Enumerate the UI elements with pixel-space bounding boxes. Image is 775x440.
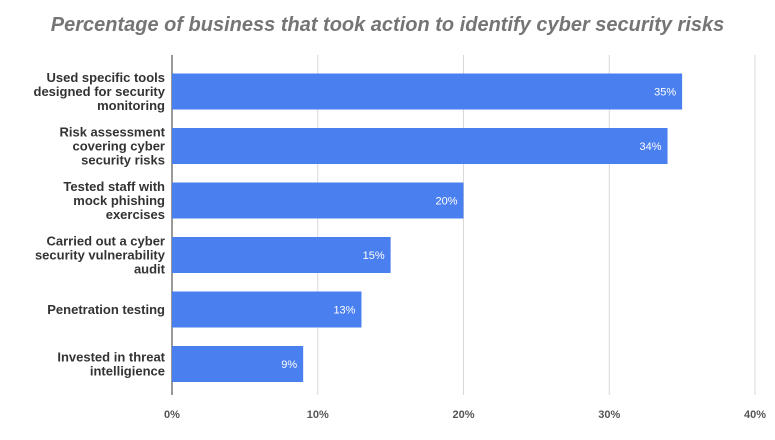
- x-tick-label: 30%: [598, 409, 620, 421]
- x-tick-label: 40%: [744, 409, 766, 421]
- data-label: 35%: [654, 87, 676, 99]
- data-label: 13%: [333, 305, 355, 317]
- data-label: 9%: [281, 359, 297, 371]
- data-label: 15%: [363, 250, 385, 262]
- x-tick-label: 0%: [164, 409, 180, 421]
- bar: [172, 291, 362, 328]
- x-axis-ticks: 0% 10% 20% 30% 40%: [164, 409, 766, 421]
- category-labels: Used specific tools designed for security…: [34, 70, 166, 379]
- category-label: Used specific tools designed for security…: [34, 70, 166, 113]
- bar: [172, 182, 464, 219]
- bar: [172, 237, 391, 273]
- chart-title: Percentage of business that took action …: [50, 14, 725, 36]
- bar: [172, 73, 683, 110]
- x-tick-label: 10%: [307, 409, 329, 421]
- category-label: Invested in threat intelligience: [57, 350, 165, 379]
- data-labels: 35% 34% 20% 15% 13% 9%: [281, 87, 676, 372]
- data-label: 20%: [435, 196, 457, 208]
- bars: [172, 73, 683, 382]
- data-label: 34%: [640, 141, 662, 153]
- category-label: Tested staff with mock phishing exercises: [63, 179, 165, 222]
- bar: [172, 128, 668, 164]
- gridlines: [171, 55, 756, 395]
- bar: [172, 346, 304, 382]
- category-label: Carried out a cyber security vulnerabilit…: [35, 234, 166, 277]
- category-label: Risk assessment covering cyber security ri…: [59, 125, 165, 168]
- x-tick-label: 20%: [452, 409, 474, 421]
- category-label: Penetration testing: [47, 302, 165, 317]
